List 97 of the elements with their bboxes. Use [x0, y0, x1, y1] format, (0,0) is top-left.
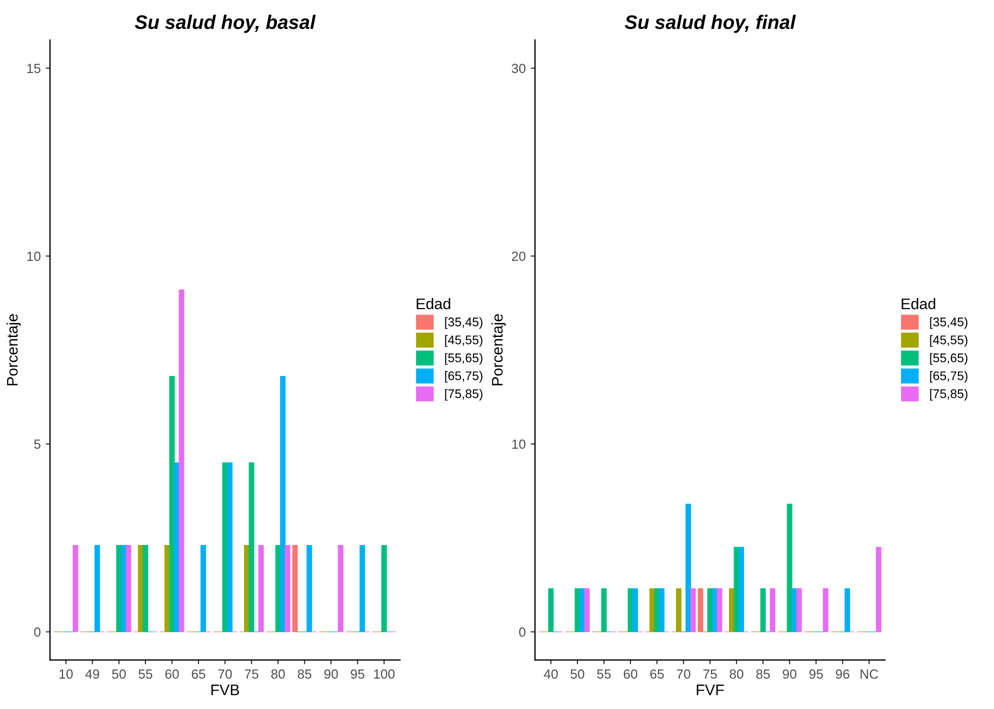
- x-tick-label: 85: [756, 669, 770, 679]
- legend-label: [45,55): [930, 335, 968, 347]
- bar: [200, 545, 206, 632]
- chart-title: Su salud hoy, basal: [134, 14, 316, 33]
- y-tick-label: 15: [27, 64, 40, 74]
- bar: [738, 546, 744, 632]
- x-tick-label: 60: [624, 669, 638, 679]
- bar: [786, 504, 792, 632]
- x-tick-label: 50: [112, 669, 126, 679]
- bar: [632, 588, 638, 632]
- bar: [659, 588, 664, 632]
- bar: [174, 462, 180, 632]
- legend-label: [65,75): [445, 371, 482, 383]
- y-tick-label: 30: [512, 64, 526, 74]
- y-tick-label: 10: [512, 440, 526, 449]
- x-tick-label: 65: [650, 669, 664, 679]
- x-tick-label: 96: [836, 669, 850, 679]
- x-tick-label: 85: [298, 669, 312, 679]
- bar: [258, 545, 264, 632]
- y-tick-label: 5: [34, 440, 40, 449]
- bar: [120, 545, 126, 632]
- bar: [381, 545, 387, 632]
- y-tick-label: 0: [34, 627, 40, 637]
- legend-label: [35,45): [930, 317, 968, 329]
- y-axis-title: Porcentaje: [6, 314, 21, 386]
- bar: [770, 588, 776, 632]
- bar: [169, 376, 175, 632]
- x-tick-label: 10: [60, 669, 73, 679]
- bar: [844, 588, 850, 632]
- bar: [292, 545, 298, 632]
- legend-label: [75,85): [930, 388, 968, 401]
- bar: [142, 545, 148, 632]
- bar: [72, 545, 78, 632]
- bar: [601, 588, 607, 632]
- bar: [822, 588, 828, 632]
- bar: [584, 588, 590, 632]
- bar: [796, 588, 802, 632]
- x-tick-label: 55: [597, 670, 611, 679]
- bar: [306, 545, 312, 632]
- x-axis-title: FVF: [696, 684, 724, 696]
- bar: [244, 545, 250, 632]
- x-tick-label: 90: [782, 669, 796, 679]
- legend-label: [35,45): [445, 317, 482, 329]
- bar: [690, 588, 696, 632]
- x-tick-label: 70: [218, 669, 232, 679]
- x-tick-label: NC: [860, 669, 878, 679]
- x-tick-label: 70: [676, 669, 690, 679]
- legend-label: [45,55): [445, 335, 482, 347]
- x-tick-label: 55: [138, 670, 152, 679]
- bar: [654, 588, 660, 632]
- x-tick-label: 80: [730, 669, 744, 679]
- x-tick-label: 40: [544, 669, 558, 679]
- legend-label: [65,75): [930, 371, 968, 383]
- x-tick-label: 60: [165, 669, 179, 679]
- legend-label: [75,85): [445, 388, 482, 401]
- bar: [284, 545, 290, 632]
- bar: [628, 588, 634, 632]
- x-tick-label: 75: [703, 670, 717, 679]
- bar: [338, 545, 344, 632]
- bar: [876, 546, 882, 632]
- legend-title: Edad: [902, 298, 936, 310]
- x-tick-label: 80: [271, 669, 285, 679]
- x-tick-label: 50: [570, 669, 584, 679]
- x-tick-label: 90: [324, 669, 338, 679]
- chart-title: Su salud hoy, final: [624, 14, 796, 33]
- x-tick-label: 49: [85, 669, 100, 679]
- bar: [94, 545, 100, 632]
- x-tick-label: 65: [192, 669, 206, 679]
- bar: [548, 588, 554, 632]
- y-tick-label: 0: [519, 627, 526, 637]
- y-tick-label: 20: [512, 252, 526, 261]
- bar: [360, 545, 366, 632]
- bar: [126, 545, 132, 632]
- bar: [729, 588, 734, 632]
- bar: [698, 588, 704, 632]
- legend-label: [55,65): [445, 353, 482, 365]
- bar: [227, 462, 233, 632]
- bar: [178, 290, 184, 632]
- bar: [248, 462, 254, 632]
- bar: [792, 588, 798, 632]
- x-tick-label: 100: [374, 669, 395, 679]
- x-tick-label: 95: [350, 669, 364, 679]
- bar: [280, 376, 286, 632]
- bar: [760, 588, 766, 632]
- x-tick-label: 95: [809, 669, 823, 679]
- x-axis-title: FVB: [211, 684, 240, 696]
- bar: [716, 588, 722, 632]
- y-tick-label: 10: [27, 252, 40, 261]
- bar: [574, 588, 580, 632]
- x-tick-label: 75: [244, 670, 258, 679]
- legend-label: [55,65): [930, 353, 968, 365]
- bar: [686, 504, 691, 632]
- bar: [712, 588, 718, 632]
- y-axis-title: Porcentaje: [492, 314, 506, 386]
- bar: [116, 545, 122, 632]
- bar: [676, 588, 682, 632]
- legend-title: Edad: [416, 298, 450, 310]
